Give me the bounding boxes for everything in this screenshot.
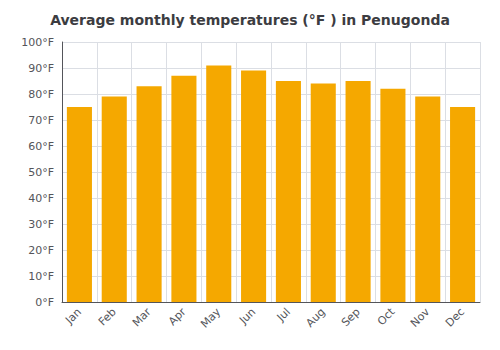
svg-text:40°F: 40°F [28, 192, 54, 205]
svg-text:90°F: 90°F [28, 62, 54, 75]
svg-text:60°F: 60°F [28, 140, 54, 153]
svg-text:Oct: Oct [375, 305, 398, 328]
svg-text:10°F: 10°F [28, 270, 54, 283]
svg-text:30°F: 30°F [28, 218, 54, 231]
svg-text:Apr: Apr [166, 305, 189, 328]
svg-text:50°F: 50°F [28, 166, 54, 179]
svg-text:Nov: Nov [408, 305, 433, 330]
svg-text:Sep: Sep [339, 305, 363, 329]
svg-text:0°F: 0°F [35, 296, 54, 309]
svg-text:70°F: 70°F [28, 114, 54, 127]
svg-text:Feb: Feb [96, 305, 119, 328]
svg-text:Jul: Jul [274, 305, 293, 324]
svg-text:Dec: Dec [443, 305, 467, 329]
svg-text:Average monthly temperatures (: Average monthly temperatures (°F ) in Pe… [50, 12, 450, 28]
svg-text:80°F: 80°F [28, 88, 54, 101]
svg-text:Jan: Jan [62, 305, 84, 327]
svg-text:Jun: Jun [236, 305, 258, 327]
svg-text:100°F: 100°F [21, 36, 54, 49]
svg-text:May: May [198, 305, 224, 331]
svg-text:Aug: Aug [303, 305, 327, 329]
svg-text:Mar: Mar [130, 305, 154, 329]
svg-text:20°F: 20°F [28, 244, 54, 257]
